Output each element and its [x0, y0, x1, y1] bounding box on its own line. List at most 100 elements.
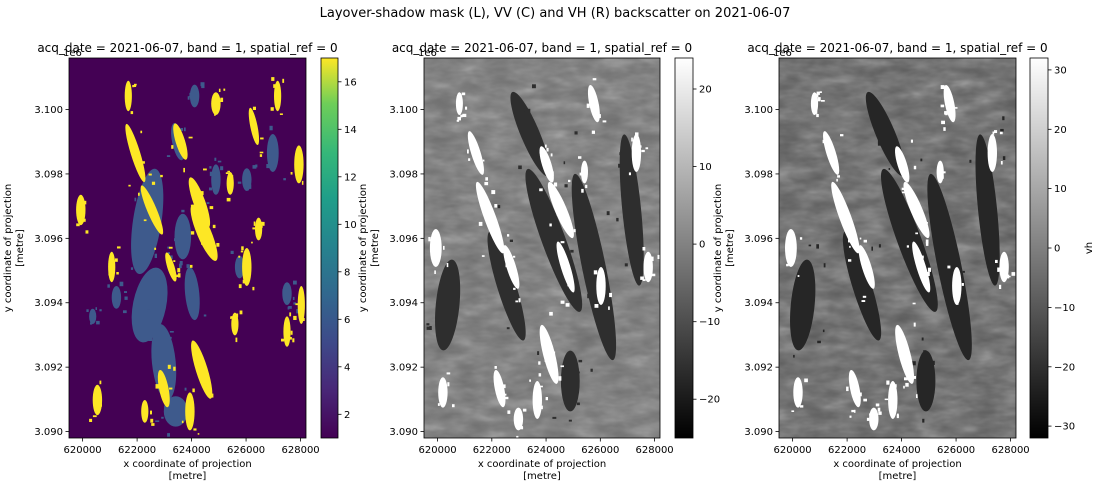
nodata-speckle [573, 229, 576, 233]
nodata-speckle [544, 144, 547, 148]
dark-valley-speckle [969, 159, 972, 163]
nodata-speckle [825, 136, 828, 139]
nodata-speckle [593, 270, 598, 275]
layover-speckle [283, 178, 286, 181]
nodata-blob [895, 324, 915, 384]
shadow-speckle [108, 273, 112, 276]
nodata-speckle [456, 119, 460, 122]
layover-speckle [107, 284, 110, 288]
nodata-speckle [505, 263, 508, 268]
shadow-speckle [252, 106, 256, 110]
shadow-speckle [173, 366, 176, 371]
x-tick-label: 624000 [883, 445, 921, 456]
nodata-speckle [638, 145, 642, 148]
layover-speckle [180, 128, 183, 131]
shadow-speckle [242, 279, 246, 284]
y-tick-label: 3.098 [34, 169, 63, 180]
shadow-blob [297, 286, 305, 324]
axes-title: acq_date = 2021-06-07, band = 1, spatial… [747, 41, 1047, 55]
dark-valley-speckle [619, 152, 622, 156]
shadow-speckle [148, 173, 152, 176]
shadow-speckle [178, 147, 182, 152]
nodata-speckle [940, 85, 945, 89]
shadow-speckle [150, 410, 152, 415]
y-tick-label: 3.100 [389, 105, 418, 116]
dark-valley-speckle [587, 293, 591, 299]
nodata-speckle [878, 411, 882, 415]
nodata-speckle [549, 223, 552, 227]
shadow-speckle [89, 418, 93, 422]
dark-valley-speckle [808, 244, 812, 247]
nodata-speckle [851, 228, 854, 233]
dark-valley-speckle [934, 201, 937, 204]
x-tick-label: 620000 [419, 445, 457, 456]
nodata-speckle [539, 385, 543, 388]
nodata-speckle [595, 104, 599, 106]
dark-valley-speckle [877, 139, 882, 144]
nodata-speckle [1008, 275, 1011, 278]
nodata-speckle [877, 407, 881, 412]
shadow-blob [125, 123, 146, 183]
layover-speckle [96, 320, 100, 325]
nodata-speckle [538, 373, 542, 377]
nodata-speckle [565, 303, 570, 307]
layover-blob [282, 282, 292, 305]
dark-valley-speckle [988, 220, 992, 225]
nodata-speckle [992, 156, 995, 160]
nodata-speckle [821, 100, 825, 102]
colorbar-tick-label: 6 [344, 315, 350, 326]
nodata-blob [438, 377, 448, 408]
nodata-speckle [945, 111, 948, 116]
nodata-speckle [846, 386, 849, 392]
nodata-speckle [545, 350, 549, 356]
nodata-speckle [835, 195, 838, 199]
shadow-speckle [202, 383, 207, 387]
nodata-speckle [995, 259, 998, 263]
dark-valley-speckle [616, 217, 619, 222]
nodata-speckle [456, 107, 459, 110]
x-tick-label: 626000 [227, 445, 265, 456]
nodata-speckle [591, 130, 595, 134]
dark-valley-speckle [822, 329, 825, 333]
nodata-speckle [905, 382, 909, 387]
shadow-speckle [132, 85, 135, 88]
shadow-speckle [209, 393, 214, 398]
shadow-blob [242, 248, 252, 286]
axes-frame [778, 57, 1017, 439]
layover-speckle [169, 331, 174, 333]
layover-speckle [169, 255, 173, 260]
panel-3: 620000 622000 624000 626000 628000 3.090 3.092… [713, 41, 1095, 482]
nodata-speckle [584, 170, 588, 173]
nodata-speckle [925, 241, 929, 246]
nodata-speckle [628, 172, 631, 176]
y-tick-label: 3.090 [34, 427, 63, 438]
y-axis-label: y coordinate of projection [3, 184, 14, 312]
layover-speckle [239, 270, 244, 275]
nodata-speckle [860, 392, 862, 397]
shadow-speckle [235, 337, 238, 343]
nodata-speckle [640, 276, 644, 280]
dark-valley-speckle [910, 266, 914, 271]
layover-blob [151, 324, 177, 400]
nodata-speckle [997, 267, 1000, 272]
shadow-speckle [100, 403, 102, 407]
axis-offset-label: 1e6 [418, 48, 437, 59]
nodata-speckle [863, 398, 867, 402]
x-axis-label: [metre] [523, 471, 561, 482]
colorbar-tick-label: 10 [1054, 184, 1067, 195]
shadow-speckle [220, 97, 224, 102]
colorbar-tick-label: 8 [344, 267, 350, 278]
shadow-blob [211, 92, 221, 115]
nodata-blob [643, 251, 653, 283]
dark-valley-speckle [573, 392, 577, 398]
layover-blob [211, 164, 221, 195]
colorbar-tick-label: 4 [344, 362, 350, 373]
nodata-speckle [888, 399, 893, 402]
colorbar-tick-label: 14 [344, 125, 357, 136]
shadow-speckle [116, 272, 119, 275]
nodata-speckle [636, 158, 639, 161]
nodata-speckle [544, 360, 548, 362]
nodata-speckle [635, 132, 639, 136]
dark-valley-speckle [920, 158, 923, 162]
nodata-blob [539, 324, 559, 384]
